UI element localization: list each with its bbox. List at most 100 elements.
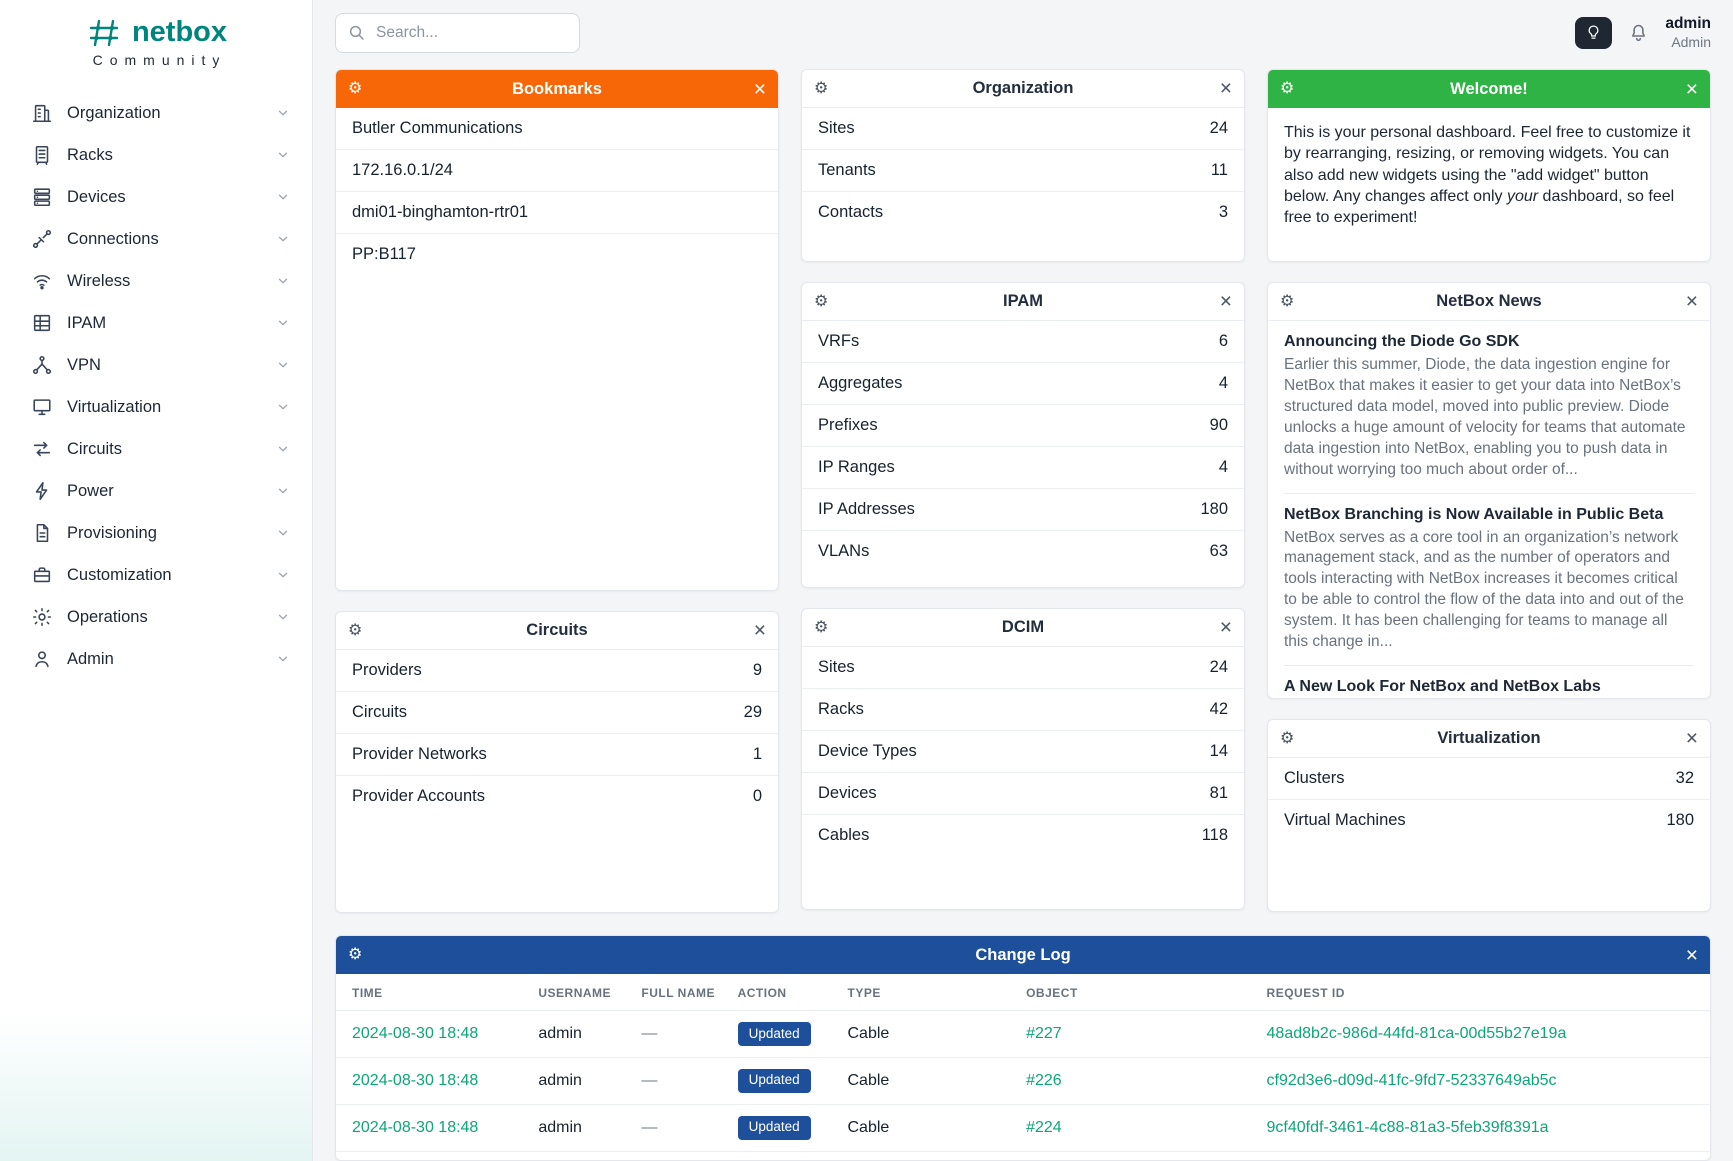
sidebar-item-devices[interactable]: Devices — [0, 176, 312, 218]
sidebar-item-vpn[interactable]: VPN — [0, 344, 312, 386]
notifications-bell-icon[interactable] — [1628, 22, 1649, 43]
stat-row[interactable]: Provider Networks 1 — [336, 734, 778, 776]
stat-row[interactable]: Circuits 29 — [336, 692, 778, 734]
close-icon[interactable]: × — [1685, 727, 1698, 750]
stat-row[interactable]: Provider Accounts 0 — [336, 776, 778, 817]
stat-row[interactable]: VLANs 63 — [802, 531, 1244, 572]
sidebar-item-label: Admin — [67, 649, 114, 668]
stat-row[interactable]: IP Addresses 180 — [802, 489, 1244, 531]
change-request-id-link[interactable]: 9cf40fdf-3461-4c88-81a3-5feb39f8391a — [1266, 1118, 1549, 1136]
chevron-down-icon — [276, 358, 290, 372]
change-request-id-link[interactable]: 48ad8b2c-986d-44fd-81ca-00d55b27e19a — [1266, 1024, 1567, 1042]
stat-row[interactable]: Sites 24 — [802, 108, 1244, 150]
action-badge: Updated — [737, 1068, 811, 1093]
widget-config-icon[interactable]: ⚙ — [814, 618, 829, 636]
sidebar-item-customization[interactable]: Customization — [0, 554, 312, 596]
sidebar-item-label: Provisioning — [67, 523, 157, 542]
stat-row[interactable]: Device Types 14 — [802, 731, 1244, 773]
stat-row[interactable]: Prefixes 90 — [802, 405, 1244, 447]
sidebar-item-racks[interactable]: Racks — [0, 134, 312, 176]
stat-row[interactable]: IP Ranges 4 — [802, 447, 1244, 489]
widget-config-icon[interactable]: ⚙ — [348, 946, 363, 963]
chevron-down-icon — [276, 610, 290, 624]
toolbox-icon — [31, 564, 53, 586]
search-box[interactable] — [335, 13, 580, 53]
change-request-id-link[interactable]: cf92d3e6-d09d-41fc-9fd7-52337649ab5c — [1266, 1071, 1557, 1089]
widget-header: ⚙ NetBox News × — [1268, 283, 1710, 321]
stat-row[interactable]: Providers 9 — [336, 650, 778, 692]
change-object-link[interactable]: #224 — [1026, 1118, 1062, 1136]
widget-config-icon[interactable]: ⚙ — [1280, 729, 1295, 747]
widget-config-icon[interactable]: ⚙ — [814, 79, 829, 97]
widget-title: NetBox News — [1436, 292, 1542, 310]
stat-value: 4 — [1218, 374, 1228, 392]
sidebar-item-wireless[interactable]: Wireless — [0, 260, 312, 302]
column-header-action: ACTION — [727, 974, 838, 1011]
change-time-link[interactable]: 2024-08-30 18:48 — [352, 1118, 479, 1136]
bookmark-item[interactable]: Butler Communications — [336, 108, 778, 150]
sidebar-item-connections[interactable]: Connections — [0, 218, 312, 260]
widget-config-icon[interactable]: ⚙ — [1280, 80, 1295, 97]
stat-row[interactable]: Virtual Machines 180 — [1268, 800, 1710, 841]
sidebar-item-label: Organization — [67, 103, 161, 122]
stat-row[interactable]: Clusters 32 — [1268, 758, 1710, 800]
sidebar-item-organization[interactable]: Organization — [0, 92, 312, 134]
news-item: Announcing the Diode Go SDK Earlier this… — [1284, 321, 1694, 493]
search-input[interactable] — [376, 24, 567, 42]
stat-row[interactable]: Aggregates 4 — [802, 363, 1244, 405]
news-item-title[interactable]: Announcing the Diode Go SDK — [1284, 333, 1520, 350]
stat-row[interactable]: Racks 42 — [802, 689, 1244, 731]
widget-config-icon[interactable]: ⚙ — [348, 80, 363, 97]
bookmark-item[interactable]: dmi01-binghamton-rtr01 — [336, 192, 778, 234]
user-menu[interactable]: admin Admin — [1665, 15, 1711, 50]
close-icon[interactable]: × — [753, 619, 766, 642]
change-time-link[interactable]: 2024-08-30 18:48 — [352, 1024, 479, 1042]
sidebar-item-power[interactable]: Power — [0, 470, 312, 512]
close-icon[interactable]: × — [1219, 77, 1232, 100]
stat-row[interactable]: Tenants 11 — [802, 150, 1244, 192]
stat-row[interactable]: Contacts 3 — [802, 192, 1244, 233]
close-icon[interactable]: × — [1685, 290, 1698, 313]
sidebar-item-ipam[interactable]: IPAM — [0, 302, 312, 344]
widget-config-icon[interactable]: ⚙ — [348, 621, 363, 639]
bookmark-item[interactable]: PP:B117 — [352, 245, 416, 263]
change-time-link[interactable]: 2024-08-30 18:48 — [352, 1071, 479, 1089]
close-icon[interactable]: × — [1219, 616, 1232, 639]
sidebar-item-provisioning[interactable]: Provisioning — [0, 512, 312, 554]
chevron-down-icon — [276, 106, 290, 120]
close-icon[interactable]: × — [1685, 77, 1698, 101]
changelog-header-row: TIME USERNAME FULL NAME ACTION TYPE OBJE… — [336, 974, 1710, 1011]
widget-config-icon[interactable]: ⚙ — [1280, 292, 1295, 310]
widget-bookmarks: ⚙ Bookmarks × Butler Communications 172.… — [335, 69, 779, 591]
widget-netbox-news: ⚙ NetBox News × Announcing the Diode Go … — [1267, 282, 1711, 699]
close-icon[interactable]: × — [753, 77, 766, 101]
widget-config-icon[interactable]: ⚙ — [814, 292, 829, 310]
stat-row[interactable]: VRFs 6 — [802, 321, 1244, 363]
stat-row[interactable]: Cables 118 — [802, 815, 1244, 856]
theme-toggle-button[interactable] — [1575, 16, 1613, 49]
stat-row[interactable]: Sites 24 — [802, 647, 1244, 689]
news-item-title[interactable]: NetBox Branching is Now Available in Pub… — [1284, 505, 1664, 523]
change-object-link[interactable]: #227 — [1026, 1024, 1062, 1042]
change-object-link[interactable]: #226 — [1026, 1071, 1062, 1089]
change-full-name: — — [631, 1104, 728, 1152]
brand[interactable]: netbox Community — [0, 0, 312, 76]
bookmark-item[interactable]: 172.16.0.1/24 — [336, 150, 778, 192]
close-icon[interactable]: × — [1219, 290, 1232, 313]
close-icon[interactable]: × — [1685, 943, 1698, 967]
sidebar-item-admin[interactable]: Admin — [0, 638, 312, 680]
sidebar-item-circuits[interactable]: Circuits — [0, 428, 312, 470]
sidebar-item-operations[interactable]: Operations — [0, 596, 312, 638]
stat-value: 24 — [1209, 119, 1228, 137]
sidebar-item-virtualization[interactable]: Virtualization — [0, 386, 312, 428]
change-full-name: — — [631, 1057, 728, 1105]
stat-row[interactable]: Devices 81 — [802, 773, 1244, 815]
stat-value: 9 — [752, 661, 762, 679]
news-item-title[interactable]: A New Look For NetBox and NetBox Labs — [1284, 678, 1601, 696]
column-header-object: OBJECT — [1016, 974, 1257, 1011]
change-type: Cable — [837, 1104, 1017, 1152]
chevron-down-icon — [276, 442, 290, 456]
news-item-summary: NetBox serves as a core tool in an organ… — [1284, 528, 1684, 651]
widget-header: ⚙ Virtualization × — [1268, 720, 1710, 758]
sidebar: netbox Community Organization Racks Devi… — [0, 0, 313, 1161]
